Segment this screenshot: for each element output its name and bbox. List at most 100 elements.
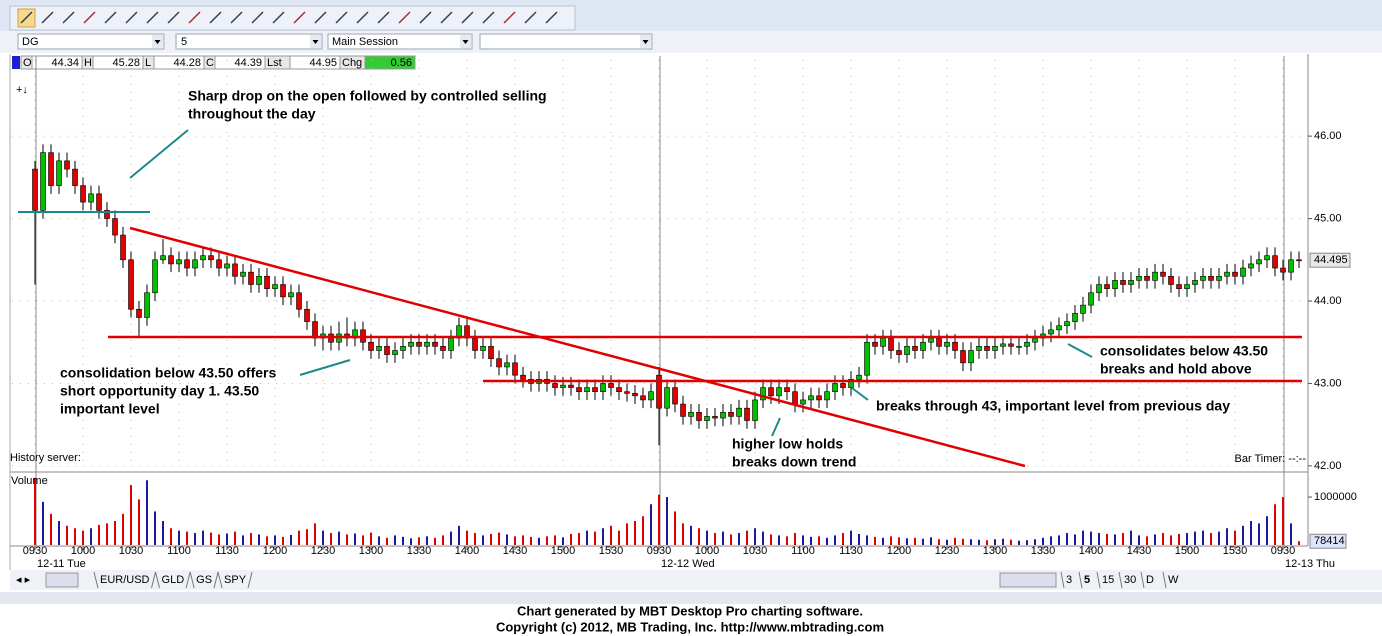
candle-body bbox=[48, 152, 54, 186]
candle-body bbox=[680, 403, 686, 417]
trend-line bbox=[129, 226, 1026, 468]
x-tick-label: 1200 bbox=[887, 545, 911, 557]
period-tab[interactable]: 15 bbox=[1102, 574, 1114, 586]
candle-body bbox=[368, 341, 374, 351]
candle-body bbox=[168, 255, 174, 265]
period-nav[interactable] bbox=[999, 572, 1057, 588]
candle-body bbox=[184, 259, 190, 269]
x-tick-label: 1200 bbox=[263, 545, 287, 557]
combo-box[interactable] bbox=[17, 33, 165, 50]
annotation: throughout the day bbox=[188, 106, 316, 122]
plot: 44.495 78414 bbox=[32, 144, 1351, 549]
candle-body bbox=[1288, 259, 1294, 273]
bar-timer: Bar Timer: --:-- bbox=[1235, 453, 1307, 465]
day-label: 12-13 Thu bbox=[1285, 558, 1335, 570]
x-tick-label: 1130 bbox=[215, 545, 239, 557]
tab-edge bbox=[1162, 571, 1167, 589]
tab-edge bbox=[1078, 571, 1083, 589]
candle-body bbox=[1240, 267, 1246, 277]
candle-body bbox=[1048, 329, 1054, 335]
candle-body bbox=[496, 358, 502, 368]
candle-body bbox=[296, 292, 302, 310]
period-tab[interactable]: 30 bbox=[1124, 574, 1136, 586]
session-combo[interactable]: Main Session bbox=[327, 33, 473, 50]
candle-body bbox=[704, 416, 710, 421]
x-tick-label: 1400 bbox=[455, 545, 479, 557]
arrow-glyph bbox=[642, 40, 649, 44]
x-tick-label: 0930 bbox=[647, 545, 671, 557]
candle-body bbox=[1072, 313, 1078, 322]
annotation: short opportunity day 1. 43.50 bbox=[60, 383, 259, 399]
volume-label: Volume bbox=[11, 475, 48, 487]
tool-glyph bbox=[83, 11, 96, 24]
annotations: Sharp drop on the open followed by contr… bbox=[60, 88, 1268, 470]
candle-body bbox=[32, 168, 38, 211]
tool-glyph bbox=[314, 11, 327, 24]
candle-body bbox=[240, 271, 246, 277]
tool-glyph bbox=[272, 11, 285, 24]
candle-body bbox=[912, 346, 918, 351]
quote-label: H bbox=[84, 57, 92, 69]
symbol-tab[interactable]: GLD bbox=[162, 574, 185, 586]
x-tick-label: 0930 bbox=[1271, 545, 1295, 557]
combo-box[interactable] bbox=[175, 33, 323, 50]
candle-body bbox=[1128, 280, 1134, 285]
tool-icons bbox=[17, 8, 558, 28]
quote-label: O bbox=[23, 57, 32, 69]
candle-body bbox=[288, 292, 294, 298]
tool-glyph bbox=[377, 11, 390, 24]
nav-button[interactable] bbox=[45, 572, 79, 588]
candle-body bbox=[728, 411, 734, 417]
v-tick-label: 1000000 bbox=[1314, 491, 1357, 503]
candle-body bbox=[312, 321, 318, 339]
annotation: consolidation below 43.50 offers bbox=[60, 365, 276, 381]
candle-body bbox=[1080, 304, 1086, 314]
candle-body bbox=[896, 350, 902, 355]
candle-body bbox=[984, 346, 990, 351]
combo-box[interactable] bbox=[327, 33, 473, 50]
tool-glyph bbox=[167, 11, 180, 24]
y-tick-label: 43.00 bbox=[1314, 377, 1342, 389]
period-tab[interactable]: W bbox=[1168, 574, 1179, 586]
quote-value: 45.28 bbox=[112, 57, 140, 69]
candle-body bbox=[1296, 259, 1302, 262]
candle-body bbox=[224, 263, 230, 269]
period-tab[interactable]: D bbox=[1146, 574, 1154, 586]
candle-body bbox=[376, 346, 382, 351]
candle-body bbox=[96, 193, 102, 211]
status-bar bbox=[0, 592, 1382, 604]
candle-body bbox=[736, 407, 742, 417]
pointer-line bbox=[299, 359, 351, 376]
symbol-tab[interactable]: EUR/USD bbox=[100, 574, 150, 586]
candle-body bbox=[872, 341, 878, 347]
symbol-combo[interactable]: DG bbox=[17, 33, 165, 50]
tool-glyph bbox=[356, 11, 369, 24]
x-tick-label: 1100 bbox=[791, 545, 815, 557]
pointer-line bbox=[771, 417, 781, 437]
interval-combo[interactable]: 5 bbox=[175, 33, 323, 50]
candle-body bbox=[80, 185, 86, 203]
day-label: 12-12 Wed bbox=[661, 558, 715, 570]
x-tick-label: 1000 bbox=[71, 545, 95, 557]
candle-body bbox=[488, 346, 494, 360]
candle-body bbox=[392, 350, 398, 355]
combo-box[interactable] bbox=[479, 33, 653, 50]
drawings bbox=[18, 129, 1302, 468]
tab-edge bbox=[217, 571, 253, 589]
candle-body bbox=[888, 337, 894, 351]
candle-body bbox=[584, 387, 590, 392]
period-tab[interactable]: 3 bbox=[1066, 574, 1072, 586]
y-tick-label: 45.00 bbox=[1314, 212, 1342, 224]
symbol-tab[interactable]: GS bbox=[196, 574, 212, 586]
x-tick-label: 1300 bbox=[983, 545, 1007, 557]
candle-body bbox=[600, 383, 606, 392]
tab-edge bbox=[93, 571, 157, 589]
y-tick-label: 42.00 bbox=[1314, 460, 1342, 472]
empty-combo[interactable] bbox=[479, 33, 653, 50]
candle-body bbox=[760, 387, 766, 401]
tool-glyph bbox=[293, 11, 306, 24]
symbol-tab[interactable]: SPY bbox=[224, 574, 247, 586]
period-tab[interactable]: 5 bbox=[1084, 574, 1090, 586]
candle-body bbox=[864, 341, 870, 376]
